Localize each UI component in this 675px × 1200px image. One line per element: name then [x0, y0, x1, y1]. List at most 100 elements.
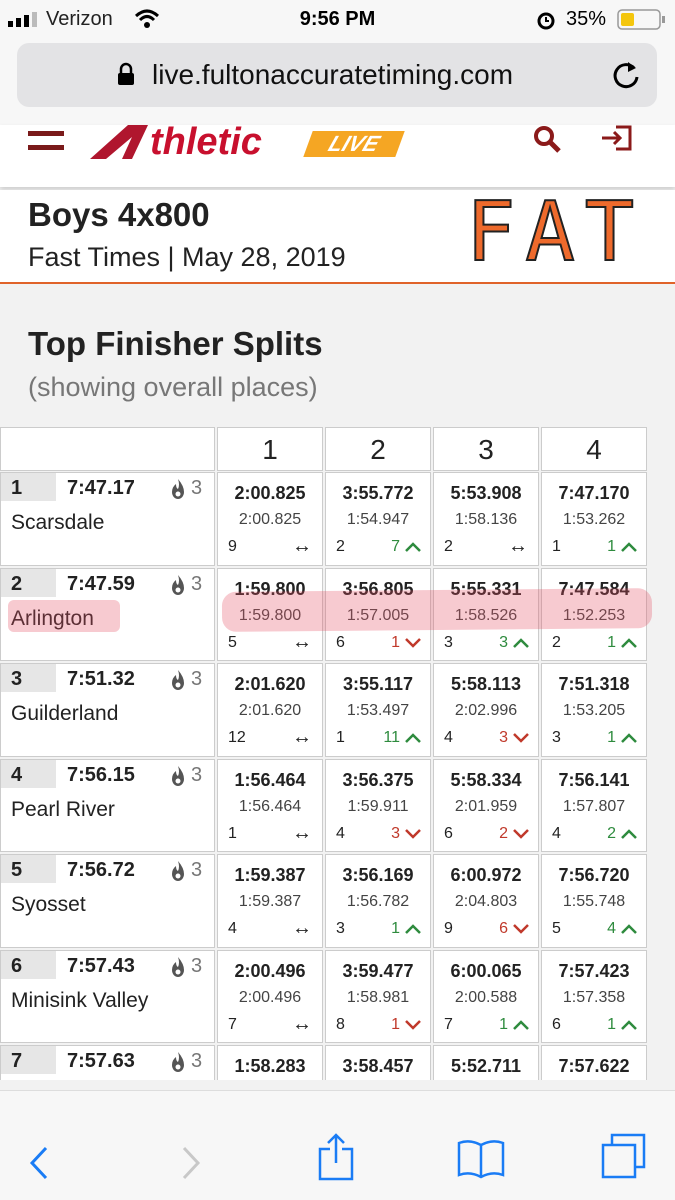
- cumulative-time: 7:56.720: [558, 865, 630, 885]
- leg-rank: 4: [228, 920, 237, 937]
- leg-number: 2: [370, 434, 386, 465]
- browser-toolbar: [0, 1090, 675, 1200]
- split-time: 1:53.497: [346, 702, 410, 719]
- cumulative-time: 7:57.622: [558, 1056, 630, 1076]
- event-title: Boys 4x800: [28, 196, 210, 233]
- split-time: 2:00.825: [238, 511, 302, 528]
- logo-text: thletic: [150, 121, 262, 163]
- signal-icon: [8, 12, 37, 27]
- leg-rank: 8: [336, 1015, 345, 1033]
- place-change: ↔: [292, 535, 312, 557]
- carrier: Verizon: [46, 8, 113, 30]
- cumulative-time: 1:59.387: [234, 865, 306, 885]
- place-change: 11: [383, 729, 400, 746]
- wifi-icon: [134, 9, 160, 28]
- place-change: 1: [607, 1015, 616, 1033]
- split-cell: 3:59.477 1:58.981 8 1: [325, 949, 431, 1043]
- cumulative-time: 5:58.334: [450, 769, 522, 790]
- share-button[interactable]: [316, 1133, 356, 1181]
- leg-rank: 3: [336, 920, 345, 937]
- cumulative-time: 7:47.584: [558, 578, 630, 599]
- team-cell: 6 7:57.43 3 Minisink Valley: [0, 949, 215, 1043]
- login-button[interactable]: [600, 125, 634, 153]
- split-cell: 3:56.375 1:59.911 4 3: [325, 758, 431, 852]
- split-cell: 5:52.711: [433, 1045, 539, 1080]
- split-cell: 7:57.622: [541, 1045, 647, 1080]
- address-field[interactable]: live.fultonaccuratetiming.com: [17, 43, 657, 107]
- split-cell: 3:58.457: [325, 1045, 431, 1080]
- leg-rank: 12: [228, 729, 246, 746]
- split-time: 2:04.803: [454, 893, 518, 910]
- flame-icon: [172, 670, 184, 690]
- split-cell: 1:56.464 1:56.464 1 ↔: [217, 758, 323, 852]
- split-cell: 6:00.065 2:00.588 7 1: [433, 949, 539, 1043]
- finish-time: 7:57.43: [67, 954, 135, 977]
- event-subtitle: Fast Times | May 28, 2019: [28, 242, 346, 272]
- forward-button[interactable]: [178, 1145, 202, 1181]
- split-time: 1:54.947: [346, 511, 410, 528]
- place-change: 1: [607, 633, 616, 651]
- team-name: Guilderland: [11, 702, 119, 725]
- trend-down: [405, 1019, 421, 1030]
- split-cell: 7:57.423 1:57.358 6 1: [541, 949, 647, 1043]
- team-cell: 7 7:57.63 3: [0, 1045, 215, 1080]
- trend-up: [621, 924, 637, 934]
- split-time: 1:57.807: [562, 797, 626, 815]
- split-time: 1:57.005: [346, 606, 410, 624]
- split-cell: 7:47.170 1:53.262 1 1: [541, 472, 647, 566]
- flame-count: 3: [191, 859, 203, 881]
- trend-down: [405, 828, 421, 839]
- place-change: ↔: [292, 726, 312, 748]
- menu-button[interactable]: [28, 131, 66, 153]
- trend-up: [513, 1019, 529, 1030]
- place-change: 3: [499, 633, 508, 651]
- bookmarks-button[interactable]: [456, 1139, 506, 1179]
- team-name: Syosset: [11, 893, 86, 916]
- finish-time: 7:47.59: [67, 572, 135, 595]
- leg-rank: 4: [444, 729, 453, 746]
- flame-count: 3: [191, 1050, 203, 1072]
- place-change: 1: [391, 1015, 400, 1033]
- place-box: [1, 855, 56, 883]
- leg-rank: 3: [444, 633, 453, 651]
- cumulative-time: 5:55.331: [450, 578, 522, 599]
- search-button[interactable]: [532, 125, 564, 153]
- trend-down: [513, 828, 529, 839]
- section-note: (showing overall places): [28, 372, 318, 402]
- browser-bar: live.fultonaccuratetiming.com: [0, 40, 675, 125]
- split-time: 1:56.782: [346, 893, 410, 910]
- reload-button[interactable]: [610, 59, 642, 91]
- flame-count: 3: [191, 954, 203, 977]
- split-cell: 3:56.169 1:56.782 3 1: [325, 854, 431, 948]
- logo-badge: LIVE: [303, 131, 405, 157]
- place: 3: [11, 668, 23, 690]
- clock: 9:56 PM: [299, 8, 376, 30]
- flame-count: 3: [191, 668, 203, 690]
- finish-time: 7:56.72: [67, 859, 135, 881]
- split-cell: 7:51.318 1:53.205 3 1: [541, 663, 647, 757]
- leg-rank: 3: [552, 729, 561, 746]
- finish-time: 7:57.63: [67, 1050, 135, 1072]
- leg-rank: 7: [444, 1015, 453, 1033]
- leg-rank: 2: [444, 538, 453, 555]
- tabs-button[interactable]: [600, 1133, 648, 1181]
- place-change: 6: [499, 920, 508, 937]
- trend-up: [621, 733, 637, 743]
- cumulative-time: 7:51.318: [558, 674, 630, 694]
- cumulative-time: 3:56.169: [342, 865, 414, 885]
- leg-rank: 7: [228, 1015, 237, 1033]
- team-cell: 4 7:56.15 3 Pearl River: [0, 758, 215, 852]
- cumulative-time: 3:55.772: [342, 483, 414, 503]
- site-header: thletic LIVE: [0, 121, 675, 187]
- cumulative-time: 6:00.065: [450, 960, 522, 981]
- cumulative-time: 7:47.170: [558, 483, 630, 503]
- split-cell: 3:56.805 1:57.005 6 1: [325, 567, 431, 661]
- leg-rank: 9: [444, 920, 453, 937]
- split-time: 1:58.526: [454, 606, 518, 624]
- place-change: 3: [391, 824, 400, 842]
- back-button[interactable]: [28, 1145, 52, 1181]
- finish-time: 7:56.15: [67, 763, 135, 786]
- leg-header: 4: [541, 427, 647, 471]
- place-change: ↔: [292, 821, 312, 844]
- split-cell: 2:00.825 2:00.825 9 ↔: [217, 472, 323, 566]
